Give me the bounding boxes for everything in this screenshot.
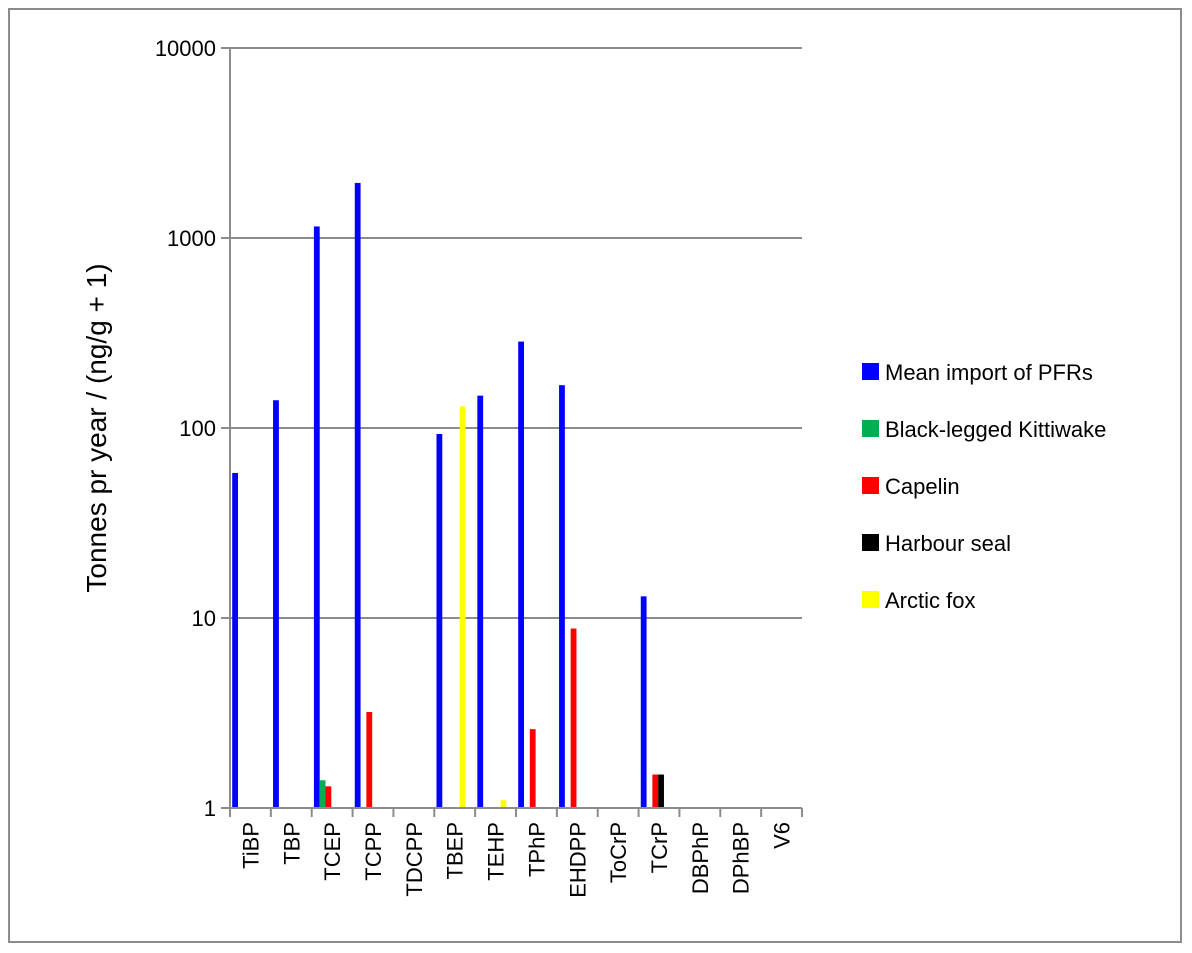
y-tick-label: 1000 (167, 226, 216, 251)
bar (354, 182, 361, 808)
x-tick-label: ToCrP (606, 822, 631, 883)
y-tick-labels: 1 10 100 1000 10000 (155, 36, 216, 821)
legend-label: Arctic fox (885, 588, 975, 613)
bar (658, 774, 664, 808)
y-tick-label: 10000 (155, 36, 216, 61)
y-axis-label: Tonnes pr year / (ng/g + 1) (81, 263, 112, 592)
bar (232, 472, 238, 808)
legend-label: Harbour seal (885, 531, 1011, 556)
legend-label: Mean import of PFRs (885, 360, 1093, 385)
legend-swatch (862, 363, 879, 380)
legend-swatch (862, 591, 879, 608)
bar (459, 406, 466, 808)
y-tick-label: 10 (192, 606, 216, 631)
bars (232, 182, 664, 808)
gridlines (230, 47, 802, 619)
bar (640, 596, 647, 808)
bar (500, 800, 507, 808)
x-tick-label: TEHP (484, 822, 509, 881)
y-tick-label: 100 (179, 416, 216, 441)
bar (366, 712, 373, 808)
bar (313, 226, 320, 808)
bar (325, 786, 332, 808)
x-tick-label: DBPhP (688, 822, 713, 894)
x-tick-label: TiBP (238, 822, 263, 869)
x-tick-label: TCEP (320, 822, 345, 881)
bar (529, 729, 536, 808)
bar (319, 780, 326, 808)
x-tick-label: V6 (770, 822, 795, 849)
legend-label: Black-legged Kittiwake (885, 417, 1106, 442)
bar (570, 628, 577, 808)
bar (273, 400, 279, 808)
bar (518, 341, 524, 808)
x-tick-label: EHDPP (565, 822, 590, 898)
legend-swatch (862, 534, 879, 551)
legend-swatch (862, 420, 879, 437)
x-tick-label: TBP (279, 822, 304, 865)
x-tick-label: TPhP (524, 822, 549, 877)
axes (221, 47, 803, 817)
bar (436, 433, 443, 808)
legend: Mean import of PFRs Black-legged Kittiwak… (862, 360, 1106, 613)
bar (559, 385, 565, 808)
x-tick-label: TBEP (443, 822, 468, 879)
bar (652, 774, 659, 808)
legend-label: Capelin (885, 474, 960, 499)
legend-swatch (862, 477, 879, 494)
bar (477, 395, 484, 808)
x-tick-label: TCrP (647, 822, 672, 873)
x-tick-label: TCPP (361, 822, 386, 881)
x-tick-labels: TiBP TBP TCEP TCPP TDCPP TBEP TEHP TPhP EHDPP ToC… (238, 822, 794, 898)
x-tick-label: TDCPP (402, 822, 427, 897)
y-tick-label: 1 (204, 796, 216, 821)
x-tick-label: DPhBP (729, 822, 754, 894)
chart-frame (8, 8, 1182, 943)
